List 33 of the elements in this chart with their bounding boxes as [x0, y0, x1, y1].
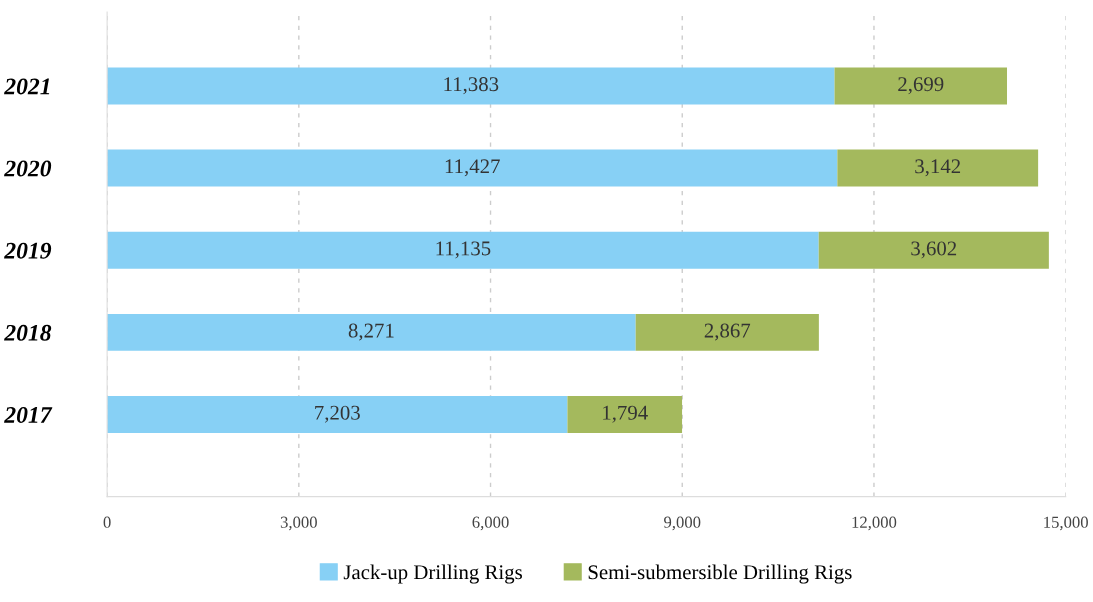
- data-label: 1,794: [603, 405, 648, 423]
- bar: [107, 396, 568, 433]
- bar: [107, 149, 838, 187]
- y-tick-label: 2019: [4, 242, 52, 259]
- y-tick-label: 2017: [4, 407, 53, 423]
- data-label: 2,699: [898, 77, 944, 95]
- data-label: 7,203: [315, 405, 360, 423]
- bar: [635, 313, 819, 351]
- x-tick-label: 15,000: [1044, 516, 1088, 531]
- bar: [834, 67, 1008, 105]
- data-label: 11,427: [445, 159, 500, 177]
- x-tick-label: 0: [103, 516, 111, 528]
- x-tick-label: 9,000: [664, 516, 701, 531]
- bar: [837, 149, 1039, 187]
- bar: [567, 396, 683, 433]
- y-tick-label: 2021: [4, 78, 50, 95]
- legend-label: Jack-up Drilling Rigs: [343, 564, 522, 584]
- data-label: 11,135: [436, 241, 491, 259]
- bar: [107, 313, 636, 351]
- bar: [107, 231, 819, 269]
- bar: [818, 231, 1049, 269]
- bar: [107, 67, 835, 105]
- data-label: 11,383: [444, 77, 499, 95]
- y-tick-label: 2018: [4, 324, 52, 341]
- x-tick-label: 3,000: [280, 516, 317, 531]
- data-label: 3,602: [911, 241, 957, 259]
- x-tick-label: 12,000: [852, 516, 897, 531]
- y-tick-label: 2020: [4, 160, 52, 177]
- data-label: 3,142: [915, 159, 961, 177]
- legend-label: Semi-submersible Drilling Rigs: [588, 564, 852, 584]
- x-tick-label: 6,000: [472, 516, 509, 531]
- data-label: 2,867: [704, 323, 751, 341]
- data-label: 8,271: [348, 323, 394, 341]
